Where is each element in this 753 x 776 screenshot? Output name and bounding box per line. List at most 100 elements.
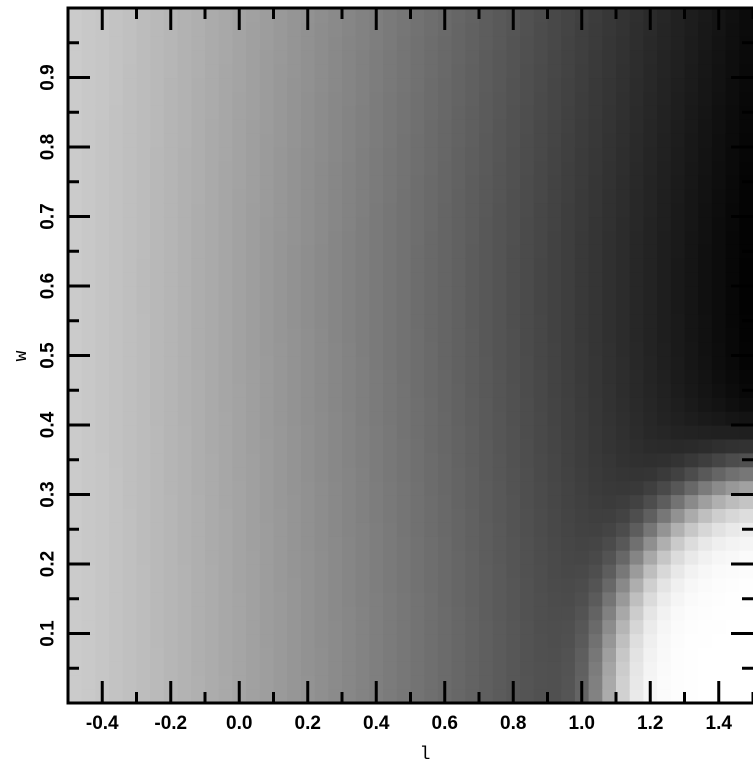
heatmap-cell [533, 299, 549, 315]
heatmap-cell [150, 689, 165, 704]
heatmap-cell [300, 174, 316, 190]
heatmap-cell [163, 452, 179, 468]
heatmap-cells [68, 8, 753, 704]
heatmap-cell [136, 77, 151, 92]
heatmap-cell [739, 230, 753, 245]
heatmap-cell [396, 272, 412, 287]
heatmap-cell [698, 216, 713, 231]
heatmap-cell [163, 383, 179, 398]
heatmap-cell [232, 63, 247, 79]
heatmap-cell [506, 119, 521, 134]
heatmap-cell [479, 216, 494, 231]
heatmap-cell [259, 577, 275, 593]
heatmap-cell [246, 286, 261, 301]
heatmap-cell [232, 91, 247, 106]
heatmap-cell [424, 313, 439, 329]
heatmap-cell [492, 383, 507, 398]
heatmap-cell [177, 174, 192, 190]
heatmap-cell [355, 633, 370, 648]
heatmap-cell [725, 438, 740, 454]
heatmap-cell [533, 258, 549, 273]
heatmap-cell [629, 21, 644, 37]
heatmap-cell [616, 661, 631, 676]
heatmap-cell [588, 383, 603, 398]
heatmap-cell [68, 564, 83, 579]
heatmap-cell [300, 35, 316, 51]
heatmap-cell [68, 147, 83, 162]
heatmap-cell [177, 619, 192, 635]
heatmap-cell [492, 327, 507, 343]
heatmap-cell [684, 49, 699, 65]
heatmap-cell [273, 91, 288, 106]
heatmap-cell [95, 105, 110, 120]
heatmap-cell [547, 188, 562, 204]
heatmap-cell [451, 105, 466, 120]
heatmap-cell [616, 63, 631, 79]
heatmap-cell [218, 327, 233, 343]
heatmap-cell [410, 508, 425, 523]
heatmap-cell [273, 230, 288, 245]
heatmap-cell [328, 619, 343, 635]
heatmap-cell [273, 21, 288, 37]
heatmap-cell [259, 619, 275, 635]
heatmap-cell [451, 49, 466, 65]
heatmap-cell [451, 299, 466, 315]
heatmap-cell [725, 591, 740, 607]
heatmap-cell [136, 21, 151, 37]
heatmap-cell [232, 661, 247, 676]
heatmap-cell [191, 341, 206, 357]
heatmap-cell [150, 77, 165, 92]
heatmap-cell [205, 522, 220, 537]
heatmap-cell [122, 480, 138, 496]
heatmap-cell [109, 216, 124, 231]
heatmap-cell [287, 577, 302, 593]
heatmap-cell [616, 160, 631, 176]
heatmap-cell [342, 550, 357, 565]
heatmap-cell [150, 244, 165, 259]
heatmap-cell [396, 647, 412, 662]
heatmap-cell [383, 188, 398, 204]
heatmap-cell [574, 216, 590, 231]
heatmap-cell [520, 216, 535, 231]
heatmap-cell [246, 438, 261, 454]
heatmap-cell [163, 49, 179, 65]
heatmap-cell [465, 174, 480, 190]
heatmap-cell [287, 341, 302, 357]
heatmap-cell [383, 369, 398, 384]
heatmap-cell [533, 160, 549, 176]
heatmap-cell [479, 188, 494, 204]
heatmap-cell [314, 536, 329, 551]
heatmap-cell [68, 286, 83, 301]
heatmap-cell [150, 508, 165, 523]
heatmap-cell [109, 591, 124, 607]
heatmap-cell [465, 188, 480, 204]
heatmap-cell [232, 216, 247, 231]
heatmap-cell [136, 327, 151, 343]
heatmap-cell [191, 105, 206, 120]
heatmap-cell [355, 21, 370, 37]
heatmap-cell [191, 63, 206, 79]
heatmap-cell [574, 188, 590, 204]
heatmap-cell [684, 494, 699, 509]
heatmap-cell [109, 35, 124, 51]
heatmap-cell [711, 383, 727, 398]
heatmap-cell [355, 105, 370, 120]
heatmap-cell [122, 105, 138, 120]
heatmap-cell [643, 647, 658, 662]
heatmap-cell [273, 355, 288, 370]
heatmap-cell [328, 105, 343, 120]
heatmap-cell [246, 355, 261, 370]
heatmap-cell [328, 216, 343, 231]
heatmap-cell [616, 230, 631, 245]
heatmap-cell [150, 119, 165, 134]
heatmap-cell [547, 369, 562, 384]
heatmap-cell [424, 633, 439, 648]
heatmap-cell [109, 397, 124, 412]
heatmap-cell [574, 299, 590, 315]
heatmap-cell [616, 564, 631, 579]
heatmap-cell [437, 466, 453, 482]
heatmap-cell [547, 63, 562, 79]
heatmap-cell [177, 605, 192, 621]
heatmap-cell [396, 299, 412, 315]
heatmap-cell [273, 313, 288, 329]
